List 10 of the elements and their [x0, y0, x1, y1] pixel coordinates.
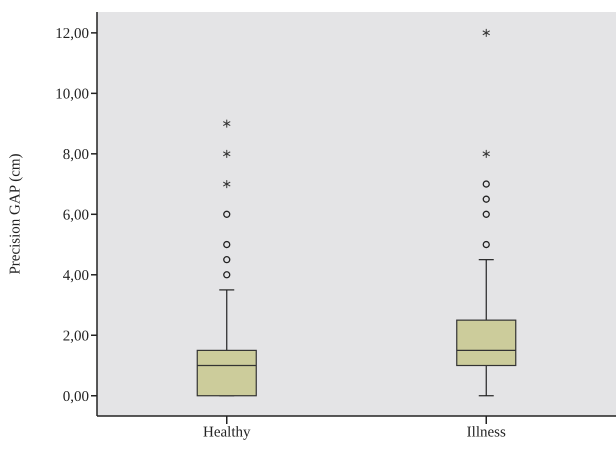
- y-tick-label: 6,00: [62, 208, 89, 224]
- y-tick-label: 4,00: [62, 268, 89, 284]
- y-tick-label: 2,00: [62, 328, 89, 345]
- x-tick-label: Illness: [466, 424, 506, 441]
- x-tick-label: Healthy: [203, 424, 251, 441]
- y-tick-label: 12,00: [55, 26, 89, 42]
- y-axis-title: Precision GAP (cm): [7, 153, 24, 275]
- y-tick-label: 10,00: [55, 86, 89, 103]
- y-tick-label: 0,00: [62, 389, 89, 406]
- y-tick-label: 8,00: [62, 147, 89, 164]
